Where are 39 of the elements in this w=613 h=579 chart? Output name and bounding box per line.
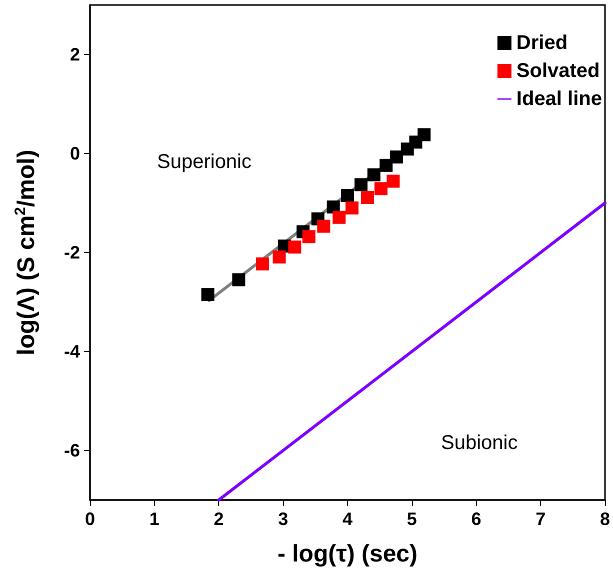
point bbox=[367, 168, 380, 182]
x-tick-label: 5 bbox=[406, 509, 417, 529]
y-tick-label: -6 bbox=[64, 440, 80, 460]
legend-label: Dried bbox=[516, 32, 568, 54]
x-tick-label: 0 bbox=[84, 509, 96, 529]
annotation: Subionic bbox=[441, 432, 518, 454]
point bbox=[340, 189, 354, 202]
y-tick-label: -4 bbox=[64, 342, 80, 362]
x-tick-label: 1 bbox=[149, 509, 160, 529]
x-tick-label: 4 bbox=[342, 509, 353, 529]
y-tick-label: -2 bbox=[64, 242, 80, 262]
point bbox=[332, 210, 346, 224]
point bbox=[232, 273, 246, 286]
y-axis-title: log(Λ) (S cm2/mol) bbox=[12, 150, 40, 356]
point bbox=[272, 250, 286, 264]
point bbox=[302, 230, 316, 244]
point bbox=[346, 201, 359, 214]
point bbox=[354, 178, 368, 192]
point bbox=[317, 220, 330, 233]
point bbox=[374, 182, 388, 196]
x-tick-label: 6 bbox=[471, 509, 482, 529]
point bbox=[386, 174, 400, 188]
x-tick-label: 8 bbox=[600, 509, 610, 529]
y-tick-label: 2 bbox=[70, 44, 80, 64]
point bbox=[256, 257, 270, 270]
annotation: Superionic bbox=[157, 151, 252, 173]
point bbox=[201, 288, 214, 302]
point bbox=[360, 191, 374, 204]
x-tick-label: 3 bbox=[278, 509, 288, 529]
y-tick-label: 0 bbox=[70, 144, 80, 164]
point bbox=[418, 128, 431, 142]
legend-label: Solvated bbox=[516, 60, 600, 82]
x-axis-title: - log(τ) (sec) bbox=[277, 540, 418, 568]
legend-label: Ideal line bbox=[516, 88, 602, 110]
point bbox=[390, 150, 403, 164]
point bbox=[288, 240, 302, 254]
x-tick-label: 2 bbox=[214, 509, 224, 529]
point bbox=[380, 158, 393, 172]
x-tick-label: 7 bbox=[536, 509, 546, 529]
